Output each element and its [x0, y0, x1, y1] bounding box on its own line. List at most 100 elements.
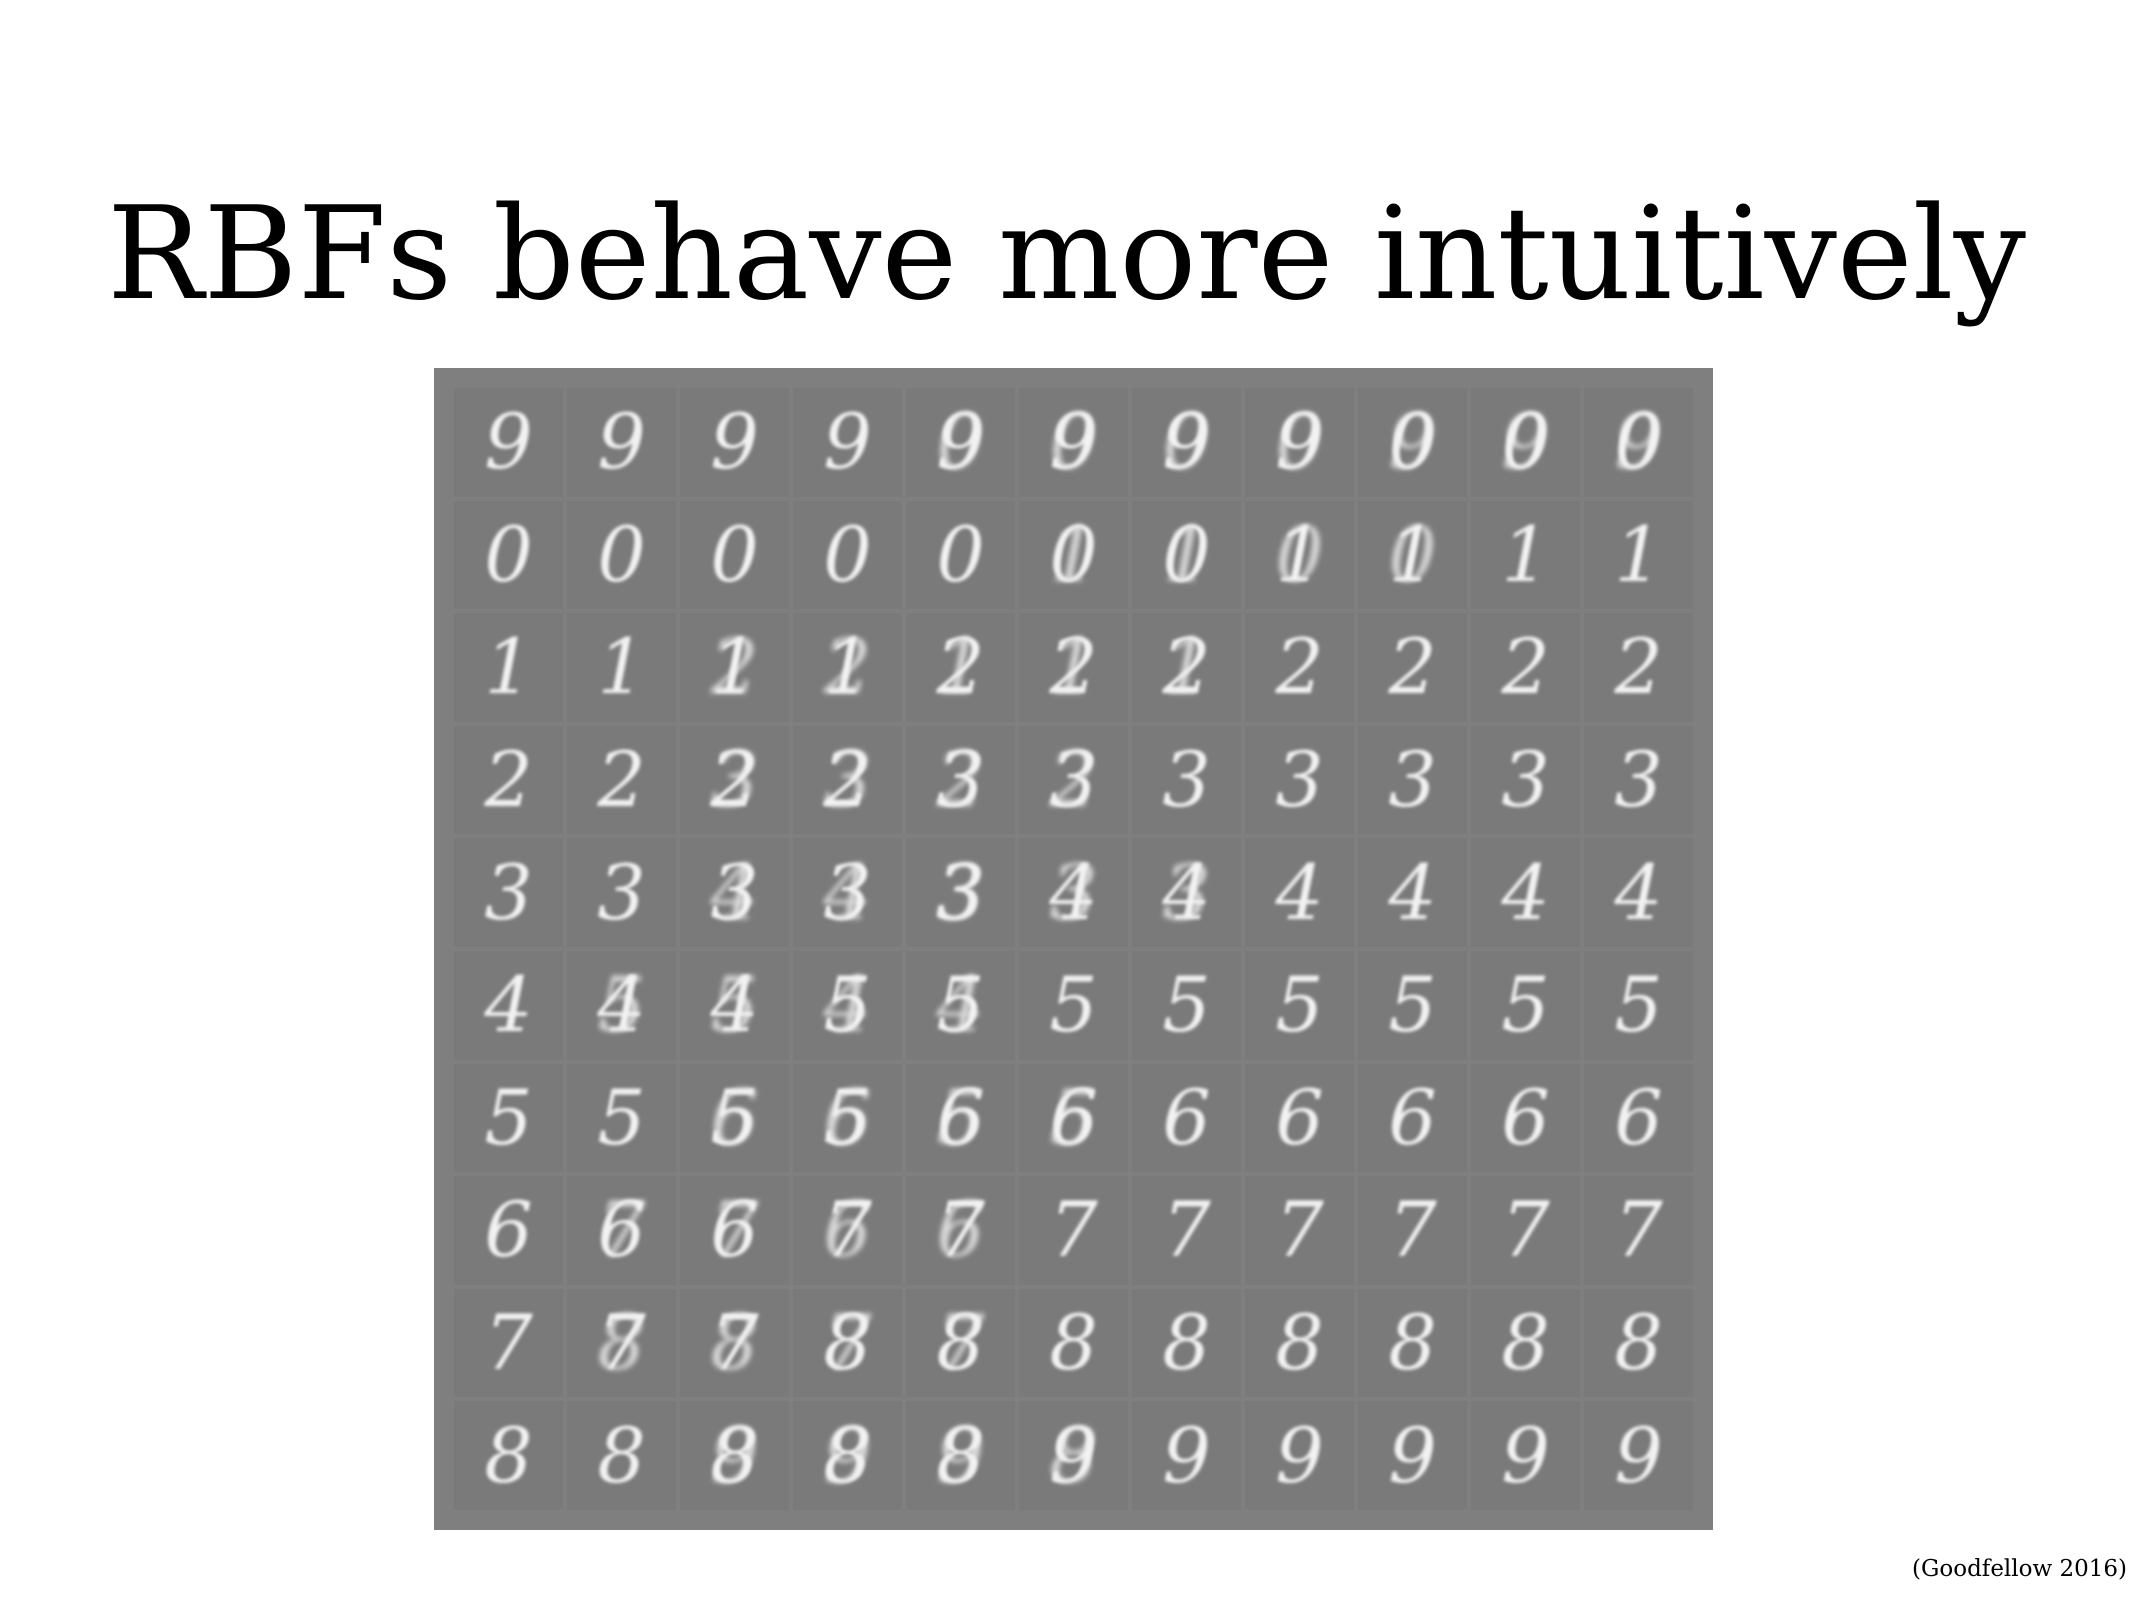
- digit-glyph: 8: [597, 1410, 646, 1500]
- digit-ghost-glyph: 9: [1388, 397, 1437, 487]
- digit-ghost-glyph: 7: [823, 1298, 872, 1388]
- digit-glyph: 9: [1049, 1410, 1098, 1500]
- digit-glyph: 2: [597, 735, 646, 825]
- digit-cell: 1: [1584, 500, 1693, 610]
- digit-glyph: 5: [823, 960, 872, 1050]
- digit-cell: 0: [680, 500, 789, 610]
- digit-glyph: 7: [710, 1298, 759, 1388]
- digit-ghost-glyph: 1: [1162, 509, 1211, 599]
- digit-cell: 4: [1584, 838, 1693, 947]
- digit-cell: 7: [1471, 1176, 1580, 1285]
- digit-glyph: 9: [1162, 397, 1211, 487]
- digit-cell: 3: [1132, 725, 1241, 835]
- digit-glyph: 9: [1501, 1410, 1550, 1500]
- digit-glyph: 2: [484, 735, 533, 825]
- digit-glyph: 3: [1501, 735, 1550, 825]
- digit-glyph: 2: [1501, 622, 1550, 712]
- digit-glyph: 1: [484, 622, 533, 712]
- digit-cell: 9: [680, 388, 789, 497]
- digit-ghost-glyph: 1: [936, 622, 985, 712]
- digit-cell: 2: [454, 725, 563, 835]
- digit-cell: 8: [1584, 1288, 1693, 1398]
- digit-glyph: 8: [1501, 1298, 1550, 1388]
- digit-ghost-glyph: 3: [823, 735, 872, 825]
- digit-glyph: 5: [1162, 960, 1211, 1050]
- digit-glyph: 7: [1162, 1185, 1211, 1275]
- digit-glyph: 6: [936, 1072, 985, 1162]
- digit-ghost-glyph: 3: [1162, 847, 1211, 937]
- digit-cell: 8: [1471, 1288, 1580, 1398]
- digit-glyph: 7: [1501, 1185, 1550, 1275]
- digit-glyph: 8: [823, 1410, 872, 1500]
- digit-cell: 5: [1471, 950, 1580, 1060]
- digit-glyph: 9: [1614, 1410, 1663, 1500]
- digit-ghost-glyph: 2: [936, 735, 985, 825]
- digit-cell: 0: [793, 500, 902, 610]
- digit-glyph: 2: [1162, 622, 1211, 712]
- digit-ghost-glyph: 0: [1162, 397, 1211, 487]
- digit-ghost-glyph: 0: [936, 397, 985, 487]
- digit-cell: 5: [454, 1063, 563, 1173]
- digit-glyph: 4: [1049, 847, 1098, 937]
- digit-ghost-glyph: 4: [936, 960, 985, 1050]
- digit-glyph: 3: [1388, 735, 1437, 825]
- digit-ghost-glyph: 1: [1049, 622, 1098, 712]
- digit-cell: 6: [1471, 1063, 1580, 1173]
- digit-glyph: 7: [823, 1185, 872, 1275]
- digit-glyph: 6: [597, 1185, 646, 1275]
- digit-cell: 6: [1132, 1063, 1241, 1173]
- digit-glyph: 8: [1049, 1298, 1098, 1388]
- digit-glyph: 5: [484, 1072, 533, 1162]
- digit-glyph: 9: [1275, 397, 1324, 487]
- digit-glyph: 5: [1275, 960, 1324, 1050]
- digit-glyph: 3: [710, 847, 759, 937]
- digit-cell: 8: [1245, 1288, 1354, 1398]
- digit-glyph: 1: [1275, 509, 1324, 599]
- digit-cell: 8: [454, 1401, 563, 1510]
- digit-cell: 4: [1245, 838, 1354, 947]
- digit-glyph: 8: [1162, 1298, 1211, 1388]
- digit-ghost-glyph: 6: [823, 1072, 872, 1162]
- digit-ghost-glyph: 4: [823, 960, 872, 1050]
- digit-glyph: 9: [1275, 1410, 1324, 1500]
- digit-ghost-glyph: 9: [1614, 397, 1663, 487]
- digit-glyph: 3: [936, 847, 985, 937]
- digit-glyph: 9: [1049, 397, 1098, 487]
- digit-glyph: 0: [823, 509, 872, 599]
- digit-cell: 1: [454, 613, 563, 722]
- digit-cell: 1: [567, 613, 676, 722]
- digit-glyph: 6: [710, 1185, 759, 1275]
- digit-glyph: 2: [936, 622, 985, 712]
- digit-cell: 7: [1132, 1176, 1241, 1285]
- digit-glyph: 0: [484, 509, 533, 599]
- digit-ghost-glyph: 1: [1049, 509, 1098, 599]
- digit-glyph: 3: [484, 847, 533, 937]
- digit-cell: 0: [567, 500, 676, 610]
- digit-glyph: 3: [597, 847, 646, 937]
- digit-glyph: 3: [936, 735, 985, 825]
- citation: (Goodfellow 2016): [1912, 1556, 2127, 1582]
- digit-glyph: 6: [1388, 1072, 1437, 1162]
- digit-ghost-glyph: 7: [936, 1298, 985, 1388]
- digit-glyph: 3: [1049, 735, 1098, 825]
- digit-cell: 4: [1471, 838, 1580, 947]
- digit-glyph: 8: [710, 1410, 759, 1500]
- digit-ghost-glyph: 2: [823, 622, 872, 712]
- digit-ghost-glyph: 7: [597, 1185, 646, 1275]
